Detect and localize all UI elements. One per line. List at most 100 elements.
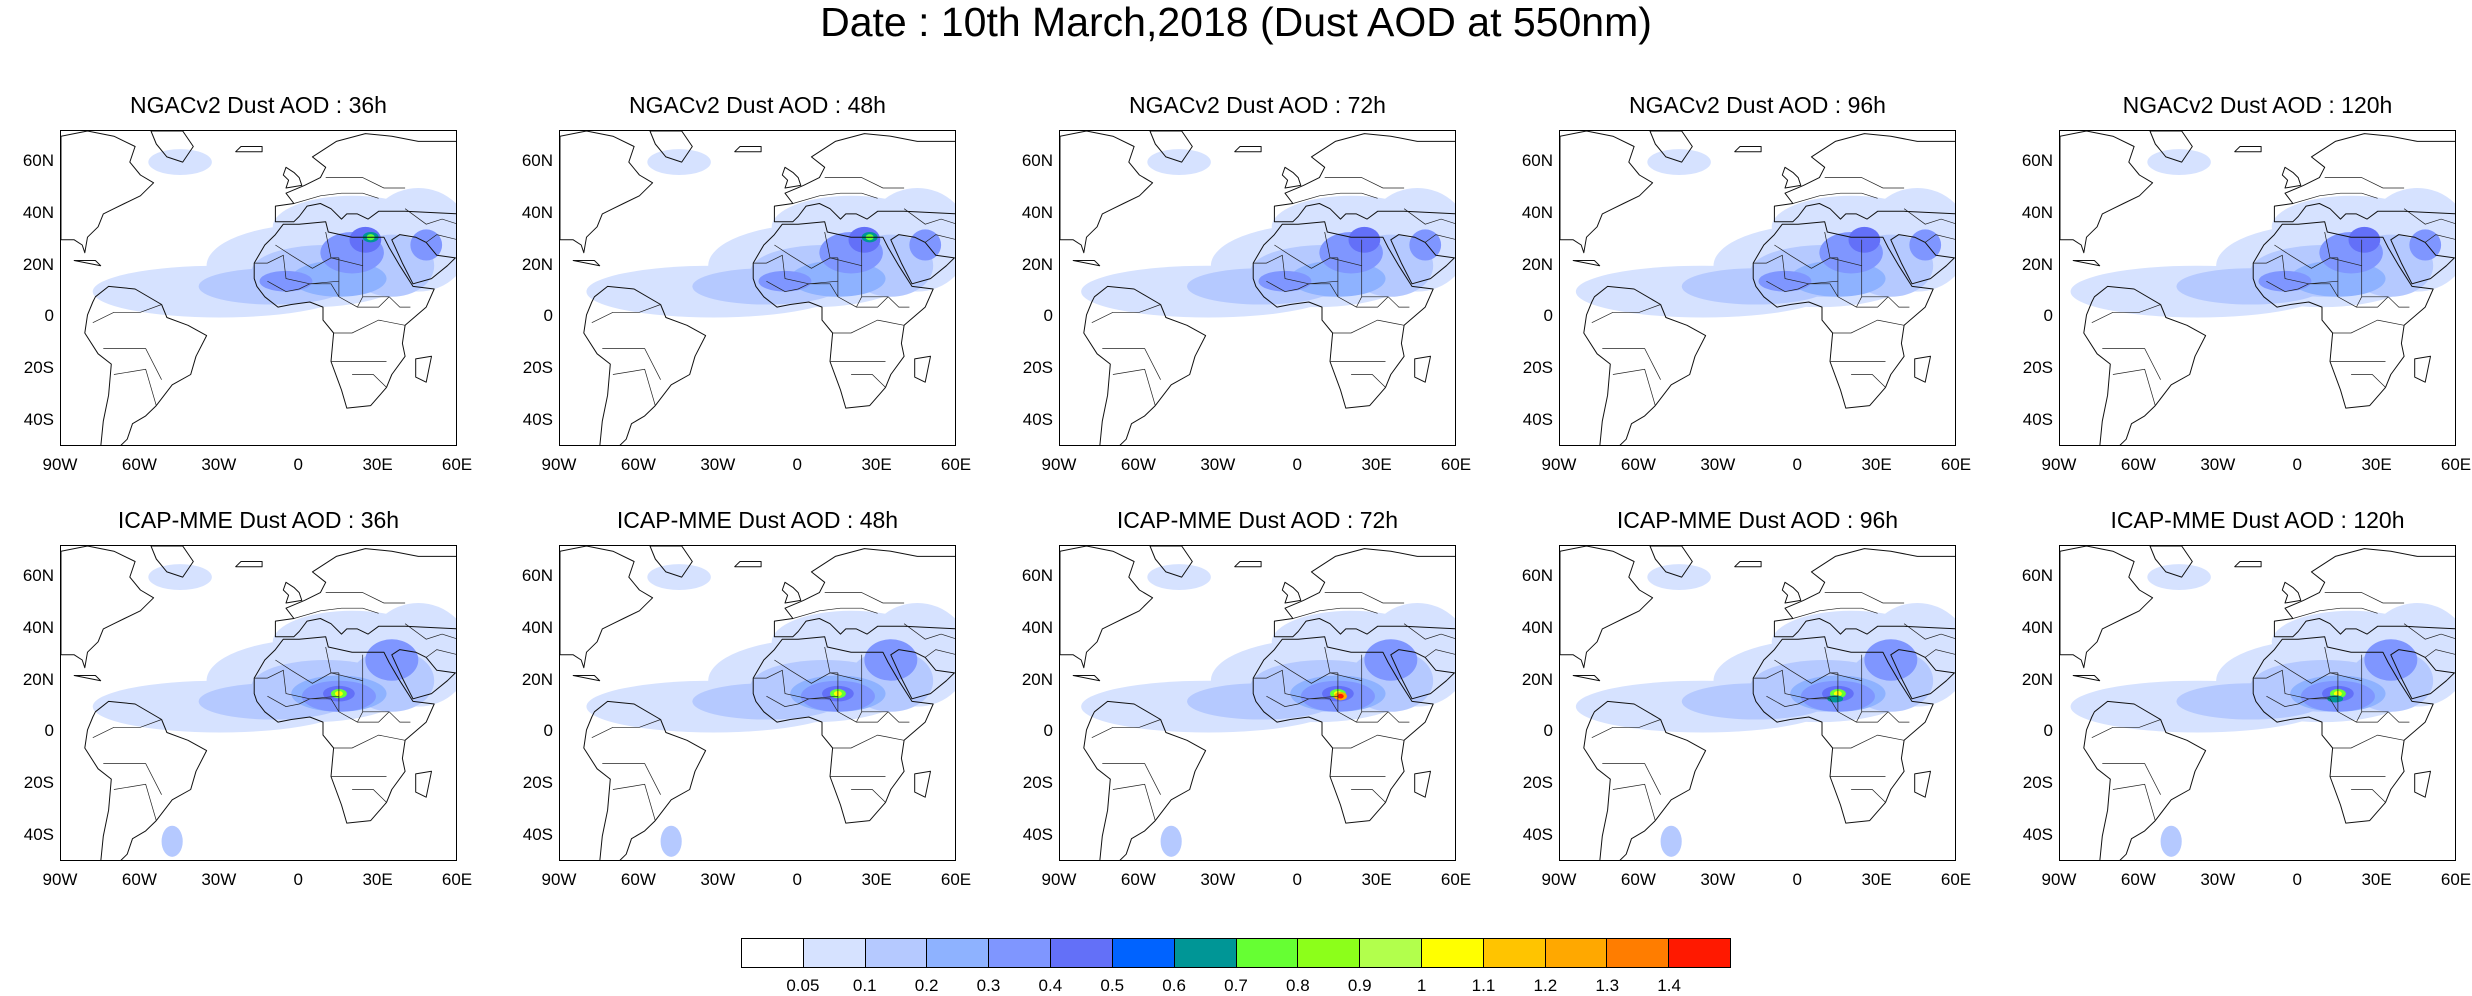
country-border [591, 304, 661, 324]
iceland-coastline [2234, 561, 2262, 568]
country-border [1774, 244, 1838, 269]
country-border [1356, 680, 1363, 723]
dust-plume [1147, 149, 1211, 176]
europe-coastline [773, 133, 955, 223]
country-border [903, 623, 955, 640]
longitude-tick-label: 60E [2440, 870, 2472, 889]
longitude-tick-label: 90W [1041, 870, 1077, 889]
latitude-tick-label: 60N [2021, 151, 2053, 171]
country-border [903, 208, 955, 225]
cuba-coastline [73, 260, 102, 267]
dust-aod-map [560, 546, 955, 860]
dust-plume [161, 825, 183, 857]
colorbar-swatch [1236, 939, 1299, 967]
madagascar-coastline [1414, 355, 1431, 383]
latitude-tick-label: 20S [522, 773, 553, 793]
latitude-tick-label: 60N [22, 151, 54, 171]
longitude-tick-label: 60E [940, 870, 972, 889]
country-border [1861, 711, 1910, 723]
dust-aod-map [2060, 546, 2455, 860]
country-border [113, 783, 157, 821]
country-border [1356, 265, 1363, 308]
country-border [1832, 319, 1905, 334]
colorbar-swatch [1421, 939, 1484, 967]
longitude-tick-label: 0 [792, 870, 802, 889]
longitude-tick-label: 30E [2361, 870, 2392, 889]
latitude-tick-label: 20S [1522, 773, 1553, 793]
country-border [1324, 646, 1363, 682]
dust-aod-map [1560, 131, 1955, 445]
country-border [1824, 177, 1905, 189]
country-border [1102, 348, 1161, 380]
latitude-tick-label: 40N [521, 202, 553, 222]
longitude-tick-label: 30W [1200, 870, 1236, 889]
country-border [2102, 348, 2161, 380]
colorbar-swatch [1298, 939, 1361, 967]
latitude-tick-label: 20N [521, 669, 553, 689]
country-border [325, 592, 406, 604]
madagascar-coastline [415, 770, 432, 798]
latitude-tick-label: 40N [22, 617, 54, 637]
dust-plume [1660, 825, 1682, 857]
iceland-coastline [1234, 146, 1262, 153]
country-border [2361, 711, 2410, 723]
country-border [1351, 789, 1386, 803]
dust-plume [148, 149, 212, 176]
colorbar [741, 938, 1731, 968]
country-border [1856, 680, 1863, 723]
longitude-tick-label: 60W [1620, 870, 1656, 889]
country-border [1792, 607, 1878, 619]
dust-plume [2258, 270, 2312, 292]
latitude-tick-label: 60N [2021, 566, 2053, 586]
britain-coastline [1281, 581, 1302, 604]
colorbar-tick-label: 0.1 [852, 976, 877, 995]
greenland-coastline [2149, 546, 2193, 578]
country-border [1274, 244, 1338, 269]
latitude-tick-label: 40N [2021, 202, 2053, 222]
country-border [2414, 234, 2455, 243]
dust-aod-map [61, 131, 456, 445]
country-border [2403, 623, 2455, 640]
colorbar-tick-label: 0.9 [1347, 976, 1372, 995]
colorbar-tick-label: 1.1 [1471, 976, 1496, 995]
country-border [1361, 296, 1410, 308]
arabia-coastline [890, 234, 955, 285]
dust-plume [2147, 564, 2211, 591]
madagascar-coastline [1414, 770, 1431, 798]
dust-aod-map [1060, 131, 1455, 445]
colorbar-tick-label: 1.3 [1595, 976, 1620, 995]
britain-coastline [781, 581, 802, 604]
latitude-tick-label: 60N [1021, 151, 1053, 171]
longitude-tick-label: 60W [2120, 870, 2156, 889]
country-border [1903, 208, 1955, 225]
latitude-tick-label: 20N [22, 669, 54, 689]
britain-coastline [2281, 166, 2302, 189]
dust-plume [365, 639, 419, 681]
cuba-coastline [1572, 260, 1601, 267]
country-border [1361, 711, 1410, 723]
latitude-tick-label: 0 [2043, 721, 2053, 741]
country-border [2332, 734, 2405, 749]
north-america-coastline [1060, 131, 1154, 254]
country-border [333, 319, 406, 334]
country-border [832, 734, 905, 749]
south-america-coastline [2083, 700, 2207, 860]
dust-plume [1258, 270, 1312, 292]
country-border [352, 789, 387, 803]
latitude-tick-label: 20S [2022, 358, 2053, 378]
country-border [1851, 789, 1886, 803]
country-border [766, 280, 809, 292]
africa-coastline [752, 636, 934, 824]
europe-coastline [1773, 133, 1955, 223]
arabia-coastline [1890, 649, 1955, 700]
country-border [2292, 192, 2378, 204]
country-border [1091, 304, 1161, 324]
latitude-tick-label: 20S [23, 773, 54, 793]
country-border [267, 695, 310, 707]
country-border [824, 646, 863, 682]
country-border [325, 646, 364, 682]
iceland-coastline [235, 561, 263, 568]
longitude-tick-label: 60E [1940, 870, 1972, 889]
country-border [2253, 254, 2338, 285]
country-border [1102, 763, 1161, 795]
